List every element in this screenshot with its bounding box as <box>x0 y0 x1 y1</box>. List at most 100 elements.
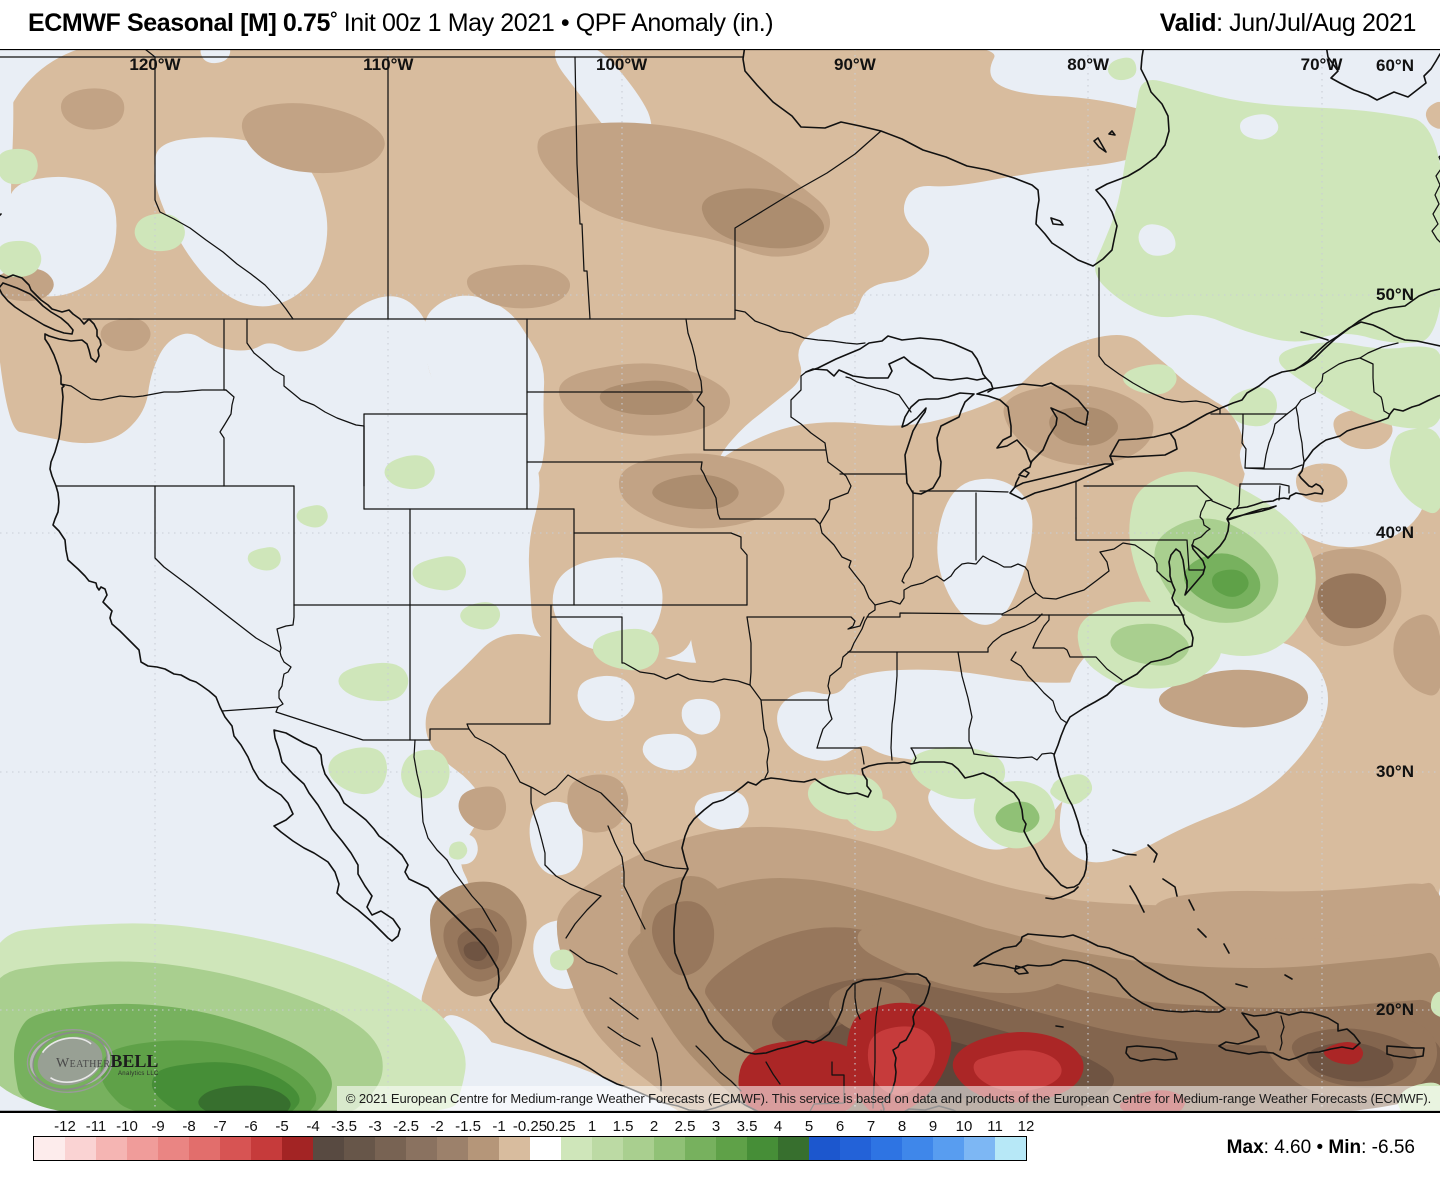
colorbar-segment <box>127 1137 158 1160</box>
lat-label: 40°N <box>1376 523 1414 543</box>
coastlines <box>0 49 1440 1112</box>
lat-label: 50°N <box>1376 285 1414 304</box>
colorbar-segment <box>34 1137 65 1160</box>
colorbar-segment <box>406 1137 437 1160</box>
colorbar-tick: 12 <box>1017 1118 1035 1135</box>
colorbar-segment <box>685 1137 716 1160</box>
colorbar-segment <box>654 1137 685 1160</box>
colorbar-tick: 0.25 <box>546 1118 576 1135</box>
colorbar-tick: 9 <box>928 1118 938 1135</box>
colorbar-tick: 1.5 <box>612 1118 634 1135</box>
header-bar: ECMWF Seasonal [M] 0.75° Init 00z 1 May … <box>0 0 1440 49</box>
colorbar-tick: -3 <box>368 1118 382 1135</box>
colorbar-tick: -2.5 <box>393 1118 419 1135</box>
colorbar-tick: 2 <box>649 1118 659 1135</box>
colorbar-tick: -2 <box>430 1118 444 1135</box>
colorbar-segment <box>561 1137 592 1160</box>
max-min-readout: Max: 4.60 • Min: -6.56 <box>1227 1137 1415 1159</box>
colorbar-tick: 1 <box>587 1118 597 1135</box>
lon-label: 110°W <box>363 55 414 74</box>
valid-value: : Jun/Jul/Aug 2021 <box>1216 9 1416 37</box>
colorbar-tick: -1 <box>492 1118 506 1135</box>
lon-label: 120°W <box>129 55 181 74</box>
colorbar-tick: -10 <box>116 1118 138 1135</box>
political-borders <box>0 49 1440 1112</box>
colorbar-tick: 10 <box>955 1118 973 1135</box>
colorbar-segment <box>530 1137 561 1160</box>
colorbar-tick: -5 <box>275 1118 289 1135</box>
lon-label: 100°W <box>595 55 648 74</box>
anomaly-field <box>0 49 1440 1112</box>
colorbar-segment <box>747 1137 778 1160</box>
colorbar-segment <box>499 1137 530 1160</box>
colorbar-tick: -3.5 <box>331 1118 357 1135</box>
min-label: Min <box>1328 1137 1362 1158</box>
colorbar <box>33 1136 1027 1161</box>
max-value: : 4.60 <box>1263 1137 1312 1158</box>
copyright-bar: © 2021 European Centre for Medium-range … <box>337 1086 1440 1111</box>
colorbar-tick: -6 <box>244 1118 258 1135</box>
logo-subtext: Analytics LLC <box>118 1071 159 1077</box>
colorbar-tick: 3 <box>711 1118 721 1135</box>
lat-label: 30°N <box>1376 761 1414 781</box>
valid-label: Valid <box>1159 9 1217 37</box>
colorbar-tick: 6 <box>835 1118 845 1135</box>
colorbar-segment <box>778 1137 809 1160</box>
colorbar-segment <box>902 1137 933 1160</box>
colorbar-tick: 8 <box>897 1118 907 1135</box>
colorbar-segment <box>623 1137 654 1160</box>
page-title: ECMWF Seasonal [M] 0.75° Init 00z 1 May … <box>28 9 774 38</box>
lon-label: 70°W <box>1300 55 1343 74</box>
colorbar-segment <box>96 1137 127 1160</box>
colorbar-segment <box>809 1137 840 1160</box>
logo-weather: Weather <box>56 1056 111 1071</box>
colorbar-segment <box>282 1137 313 1160</box>
colorbar-segment <box>964 1137 995 1160</box>
colorbar-tick: 5 <box>804 1118 814 1135</box>
weatherbell-logo <box>26 1029 114 1093</box>
colorbar-segment <box>995 1137 1026 1160</box>
colorbar-tick: 2.5 <box>674 1118 696 1135</box>
colorbar-tick: 11 <box>987 1118 1003 1135</box>
colorbar-tick: -9 <box>151 1118 165 1135</box>
colorbar-tick: 4 <box>773 1118 783 1135</box>
colorbar-area: -12 -11 -10 -9 -8 -7 -6 -5 -4 -3.5 -3 -2.5 -2 -1.5 -1-… <box>0 1113 1440 1182</box>
colorbar-tick: -7 <box>213 1118 227 1135</box>
colorbar-tick: -11 <box>85 1118 107 1135</box>
lon-label: 80°W <box>1067 55 1110 74</box>
valid-period: Valid: Jun/Jul/Aug 2021 <box>1159 9 1417 38</box>
colorbar-tick: -8 <box>182 1118 196 1135</box>
colorbar-segment <box>716 1137 747 1160</box>
colorbar-segment <box>437 1137 468 1160</box>
lon-label: 90°W <box>834 55 876 74</box>
colorbar-tick: -1.5 <box>455 1118 481 1135</box>
title-degree: ° <box>329 9 338 30</box>
maxmin-separator: • <box>1316 1137 1324 1158</box>
colorbar-tick: 7 <box>866 1118 876 1135</box>
colorbar-segment <box>375 1137 406 1160</box>
colorbar-segment <box>189 1137 220 1160</box>
colorbar-segment <box>158 1137 189 1160</box>
colorbar-segment <box>468 1137 499 1160</box>
colorbar-segment <box>871 1137 902 1160</box>
colorbar-segment <box>313 1137 344 1160</box>
colorbar-segment <box>251 1137 282 1160</box>
weatherbell-logo-text: WeatherBELL Analytics LLC <box>56 1051 159 1077</box>
colorbar-segment <box>840 1137 871 1160</box>
colorbar-segment <box>933 1137 964 1160</box>
colorbar-segment <box>65 1137 96 1160</box>
lat-label: 60°N <box>1376 56 1414 75</box>
title-init-info: Init 00z 1 May 2021 • QPF Anomaly (in.) <box>337 9 774 37</box>
min-value: : -6.56 <box>1361 1137 1415 1158</box>
colorbar-tick: -4 <box>306 1118 320 1135</box>
colorbar-tick: -12 <box>54 1118 76 1135</box>
colorbar-segment <box>220 1137 251 1160</box>
colorbar-segment <box>344 1137 375 1160</box>
max-label: Max <box>1226 1137 1264 1158</box>
logo-bell: BELL <box>110 1051 159 1071</box>
title-model: ECMWF Seasonal [M] 0.75 <box>28 9 330 37</box>
colorbar-tick: -0.25 <box>512 1118 548 1135</box>
colorbar-segment <box>592 1137 623 1160</box>
